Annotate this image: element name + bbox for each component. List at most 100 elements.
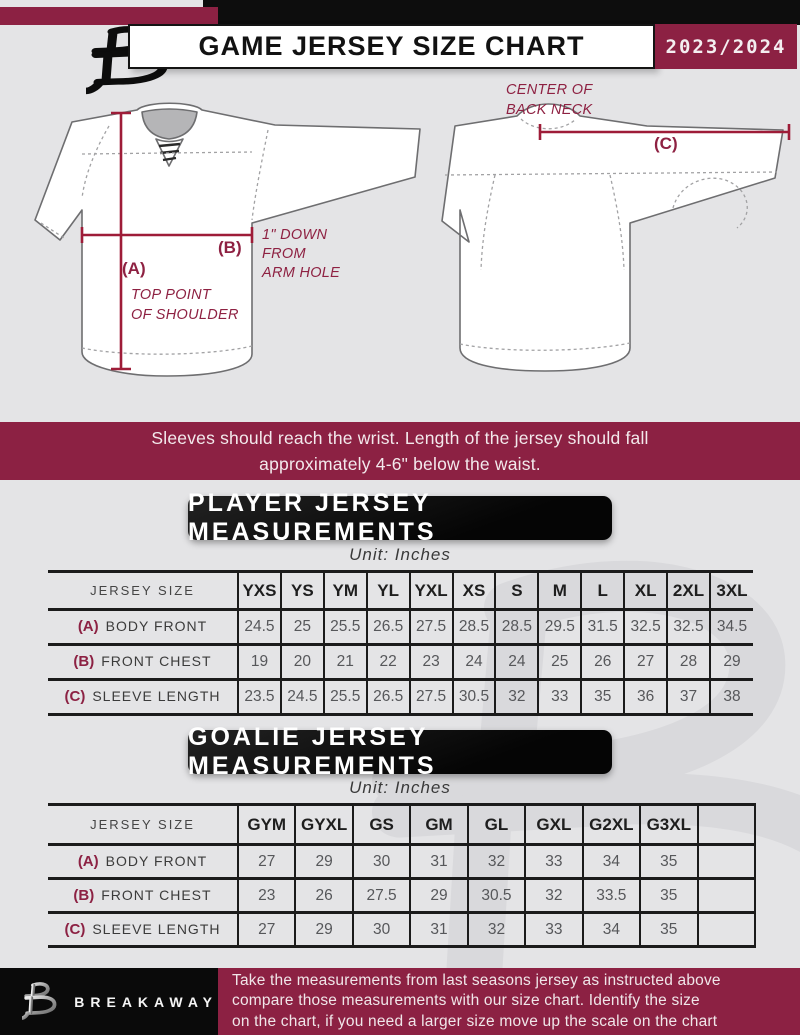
measurement-value: 20 [279, 643, 324, 681]
measurement-value: 31 [409, 911, 468, 948]
measurement-value: 32 [494, 678, 539, 716]
measurement-value: 23 [408, 643, 453, 681]
measure-a-note: TOP POINT OF SHOULDER [131, 287, 239, 323]
measurement-value: 25.5 [322, 678, 367, 716]
row-label: (C) SLEEVE LENGTH [48, 678, 238, 716]
size-column-header: YS [279, 570, 324, 611]
measurement-value: 31 [409, 843, 468, 880]
measurement-value: 28 [666, 643, 710, 681]
size-column-header: YXS [237, 570, 281, 611]
row-label: (B) FRONT CHEST [48, 643, 238, 681]
goalie-size-table: JERSEY SIZE GYM GYXL GS GM GL GXL G2XL G3XL (A) BO… [48, 803, 756, 948]
measurement-value: 24.5 [279, 678, 324, 716]
row-name: BODY FRONT [105, 618, 208, 634]
row-key: (B) [73, 653, 95, 670]
row-key: (C) [64, 920, 86, 938]
measurement-value: 25.5 [322, 608, 367, 646]
header-maroon-strip [0, 7, 218, 25]
footer-brand-box: BREAKAWAY [0, 968, 218, 1035]
fit-instruction-banner: Sleeves should reach the wrist. Length o… [0, 422, 800, 480]
measurement-value: 24 [494, 643, 539, 681]
size-column-header: XL [623, 570, 668, 611]
footer-note-line: on the chart, if you need a larger size … [232, 1012, 718, 1030]
size-column-header: GYM [236, 803, 296, 846]
table-header-row: JERSEY SIZE YXS YS YM YL YXL XS S M L XL 2XL 3XL [48, 570, 753, 611]
back-neck-note: CENTER OF BACK NECK [506, 82, 593, 118]
corner-label: JERSEY SIZE [48, 570, 238, 611]
measure-c-tag: (C) [654, 134, 678, 153]
measurement-value: 27.5 [408, 608, 453, 646]
measurement-value: 26.5 [365, 678, 410, 716]
measurement-value: 29 [409, 877, 468, 914]
page-title-bar: GAME JERSEY SIZE CHART [128, 24, 655, 69]
table-row: (B) FRONT CHEST 19 20 21 22 23 24 24 25 26 27 28 29 [48, 643, 753, 681]
size-column-header: GYXL [294, 803, 353, 846]
measurement-value: 27 [236, 843, 296, 880]
measurement-value: 32.5 [666, 608, 710, 646]
measurement-value: 24.5 [237, 608, 281, 646]
measurement-value [696, 843, 756, 880]
measurement-value: 32 [524, 877, 583, 914]
row-name: BODY FRONT [105, 852, 208, 869]
measurement-value: 29 [294, 843, 353, 880]
goalie-unit-label: Unit: Inches [349, 778, 451, 797]
measurement-value: 30.5 [451, 678, 496, 716]
measurement-value [696, 877, 756, 914]
table-row: (C) SLEEVE LENGTH 27 29 30 31 32 33 34 35 [48, 911, 756, 948]
measurement-value: 32 [466, 843, 526, 880]
size-column-header: YXL [408, 570, 453, 611]
row-label: (B) FRONT CHEST [48, 877, 238, 914]
measurement-value: 27.5 [408, 678, 453, 716]
measurement-value: 30.5 [466, 877, 526, 914]
size-column-header: 3XL [708, 570, 753, 611]
row-name: FRONT CHEST [101, 886, 212, 903]
row-key: (A) [77, 852, 99, 870]
size-column-header: YL [365, 570, 410, 611]
measurement-value: 38 [708, 678, 753, 716]
measurement-value: 19 [237, 643, 281, 681]
measurement-value: 30 [351, 911, 411, 948]
measurement-value: 21 [322, 643, 367, 681]
banner-line-1: Sleeves should reach the wrist. Length o… [151, 428, 649, 448]
corner-label: JERSEY SIZE [48, 803, 238, 846]
size-column-header: YM [322, 570, 367, 611]
measurement-value: 22 [365, 643, 410, 681]
measure-b-tag: (B) [218, 238, 242, 257]
measurement-value: 34.5 [708, 608, 753, 646]
goalie-section-header: GOALIE JERSEY MEASUREMENTS [188, 723, 612, 780]
measurement-value: 23.5 [237, 678, 281, 716]
season-badge: 2023/2024 [655, 24, 797, 69]
measure-b-note: 1" DOWN FROM ARM HOLE [262, 227, 341, 281]
measurement-value: 35 [639, 911, 698, 948]
row-key: (B) [73, 886, 95, 904]
measurement-value: 26.5 [365, 608, 410, 646]
measurement-value: 33.5 [581, 877, 641, 914]
row-name: FRONT CHEST [101, 653, 212, 669]
measurement-value: 35 [639, 877, 698, 914]
header-black-bar [203, 0, 800, 25]
measurement-value: 35 [639, 843, 698, 880]
table-header-row: JERSEY SIZE GYM GYXL GS GM GL GXL G2XL G3XL [48, 803, 756, 846]
measurement-value: 35 [580, 678, 625, 716]
measurement-value: 33 [524, 843, 583, 880]
size-column-header: G2XL [581, 803, 641, 846]
player-unit-label: Unit: Inches [349, 545, 451, 564]
size-column-header: GXL [524, 803, 583, 846]
size-column-header: GM [409, 803, 468, 846]
measurement-value: 30 [351, 843, 411, 880]
measurement-value: 33 [537, 678, 582, 716]
measurement-value: 28.5 [494, 608, 539, 646]
measurement-value: 34 [581, 843, 641, 880]
measurement-value: 25 [279, 608, 324, 646]
measurement-value: 28.5 [451, 608, 496, 646]
measurement-value: 25 [537, 643, 582, 681]
measurement-value: 31.5 [580, 608, 625, 646]
footer-brand-name: BREAKAWAY [74, 993, 218, 1010]
measurement-value: 29 [294, 911, 353, 948]
size-column-header: M [537, 570, 582, 611]
table-row: (A) BODY FRONT 27 29 30 31 32 33 34 35 [48, 843, 756, 880]
size-column-header: XS [451, 570, 496, 611]
player-section-header: PLAYER JERSEY MEASUREMENTS [188, 489, 612, 546]
row-name: SLEEVE LENGTH [92, 688, 221, 704]
row-name: SLEEVE LENGTH [92, 920, 221, 937]
